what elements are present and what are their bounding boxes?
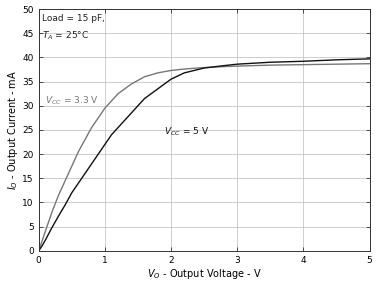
X-axis label: $V_O$ - Output Voltage - V: $V_O$ - Output Voltage - V xyxy=(147,267,262,282)
Text: $T_A$ = 25°C: $T_A$ = 25°C xyxy=(42,29,89,42)
Text: $V_{CC}$ = 3.3 V: $V_{CC}$ = 3.3 V xyxy=(45,94,99,107)
Y-axis label: $I_O$ - Output Current - mA: $I_O$ - Output Current - mA xyxy=(6,70,20,190)
Text: Load = 15 pF,: Load = 15 pF, xyxy=(42,14,105,23)
Text: $V_{CC}$ = 5 V: $V_{CC}$ = 5 V xyxy=(164,126,209,138)
